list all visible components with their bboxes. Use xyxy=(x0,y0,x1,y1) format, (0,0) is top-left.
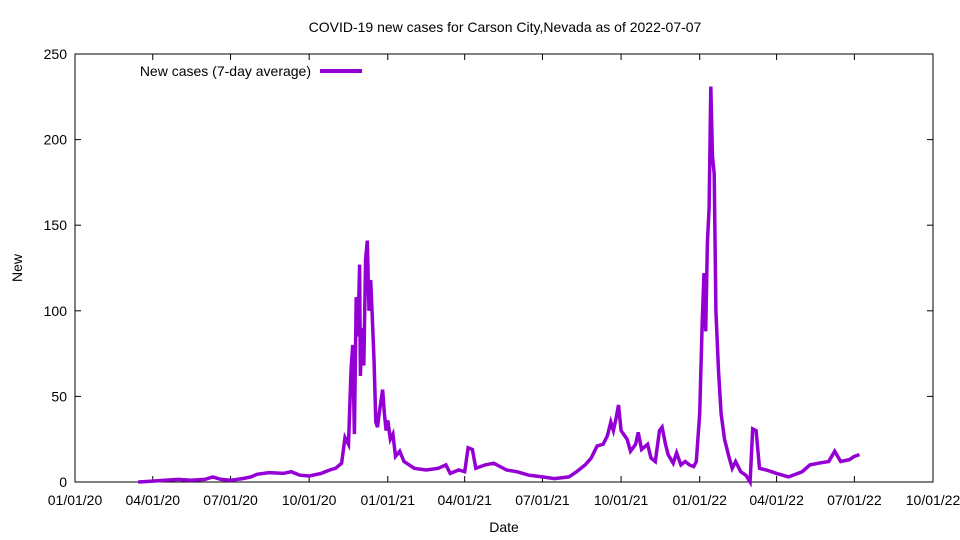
plot-area-frame xyxy=(74,53,934,483)
x-tick-label: 10/01/21 xyxy=(594,492,649,508)
x-tick-label: 07/01/21 xyxy=(515,492,570,508)
x-tick-label: 01/01/21 xyxy=(361,492,416,508)
x-tick-label: 01/01/20 xyxy=(48,492,103,508)
x-tick-label: 04/01/21 xyxy=(437,492,492,508)
legend-label: New cases (7-day average) xyxy=(140,63,311,79)
series-layer xyxy=(138,86,861,488)
y-axis: 0 50 100 150 200 250 xyxy=(44,46,933,490)
y-tick-label: 150 xyxy=(44,217,68,233)
y-tick-label: 200 xyxy=(44,132,68,148)
y-tick-label: 50 xyxy=(51,388,67,404)
legend: New cases (7-day average) xyxy=(140,63,362,79)
x-tick-label: 04/01/20 xyxy=(126,492,181,508)
x-tick-label: 10/01/20 xyxy=(282,492,337,508)
chart-title: COVID-19 new cases for Carson City,Nevad… xyxy=(309,19,702,35)
series-line xyxy=(138,86,861,488)
x-tick-label: 01/01/22 xyxy=(672,492,727,508)
x-tick-label: 07/01/22 xyxy=(827,492,882,508)
x-tick-label: 07/01/20 xyxy=(203,492,258,508)
y-tick-label: 0 xyxy=(59,474,67,490)
x-axis-title: Date xyxy=(489,519,519,535)
x-axis: 01/01/20 04/01/20 07/01/20 10/01/20 01/01/21… xyxy=(48,54,960,508)
y-tick-label: 100 xyxy=(44,303,68,319)
x-tick-label: 10/01/22 xyxy=(906,492,960,508)
y-axis-title: New xyxy=(9,253,25,282)
y-tick-label: 250 xyxy=(44,46,68,62)
x-tick-label: 04/01/22 xyxy=(749,492,804,508)
